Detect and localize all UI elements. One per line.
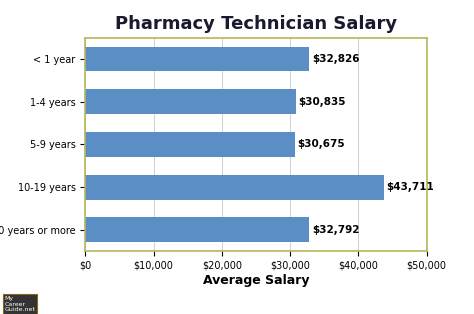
Text: $32,826: $32,826	[312, 54, 360, 64]
Bar	[85, 218, 309, 242]
Text: $30,675: $30,675	[297, 139, 345, 149]
Text: $32,792: $32,792	[312, 225, 359, 235]
Bar	[85, 89, 296, 114]
Text: $30,835: $30,835	[299, 97, 346, 107]
Bar	[85, 175, 383, 199]
Bar	[85, 132, 295, 157]
Title: Pharmacy Technician Salary: Pharmacy Technician Salary	[115, 15, 397, 33]
Bar	[85, 47, 310, 71]
Text: My
Career
Guide.net: My Career Guide.net	[5, 296, 36, 312]
X-axis label: Average Salary: Average Salary	[203, 274, 309, 287]
Text: $43,711: $43,711	[386, 182, 434, 192]
